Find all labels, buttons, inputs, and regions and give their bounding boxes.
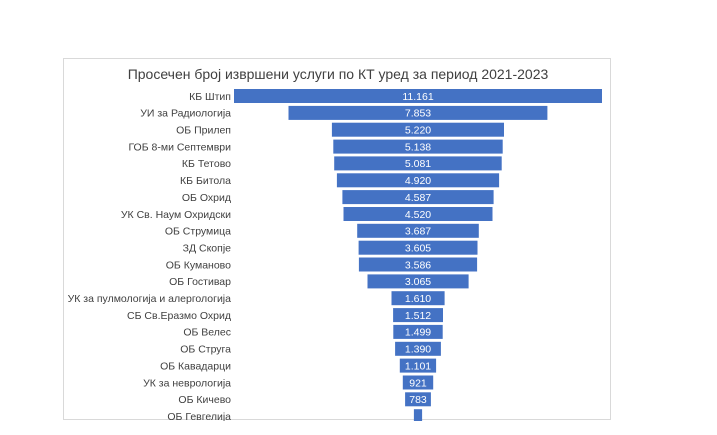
value-label-11: 3.065 — [405, 276, 431, 288]
category-label-6: ОБ Охрид — [182, 192, 231, 204]
category-label-11: ОБ Гостивар — [169, 276, 231, 288]
chart-title: Просечен број извршени услуги по КТ уред… — [128, 66, 549, 82]
bar-17 — [402, 375, 434, 390]
chart-svg: Просечен број извршени услуги по КТ уред… — [68, 66, 602, 421]
category-label-19: ОБ Гевгелија — [167, 411, 231, 421]
value-label-1: 7.853 — [405, 108, 431, 120]
bars-group: КБ Штип 11.161 УИ за Радиологија 7.853 ОБ Пр… — [68, 89, 602, 421]
bar-8 — [357, 223, 479, 238]
chart-area: Просечен број извршени услуги по КТ уред… — [63, 58, 611, 421]
category-label-7: УК Св. Наум Охридски — [121, 209, 231, 221]
value-label-17: 921 — [409, 377, 427, 389]
value-label-15: 1.390 — [405, 344, 431, 356]
category-label-5: КБ Битола — [180, 175, 231, 187]
category-label-9: ЗД Скопје — [183, 243, 232, 255]
bar-4 — [334, 156, 502, 171]
category-label-2: ОБ Прилеп — [176, 125, 231, 137]
value-label-10: 3.586 — [405, 259, 431, 271]
bar-14 — [393, 324, 443, 339]
value-label-0: 11.161 — [402, 91, 433, 103]
bar-10 — [358, 257, 478, 272]
bar-18 — [405, 392, 431, 407]
value-label-18: 783 — [409, 394, 427, 406]
bar-2 — [331, 122, 504, 137]
category-label-12: УК за пулмологија и алергологија — [68, 293, 232, 305]
bar-7 — [343, 207, 493, 221]
category-label-0: КБ Штип — [189, 91, 231, 103]
value-label-12: 1.610 — [405, 293, 431, 305]
value-label-14: 1.499 — [405, 327, 431, 339]
value-label-5: 4.920 — [405, 175, 431, 187]
value-label-13: 1.512 — [405, 310, 431, 322]
bar-9 — [358, 240, 478, 255]
category-label-1: УИ за Радиологија — [140, 108, 231, 120]
category-label-10: ОБ Куманово — [166, 259, 231, 271]
category-label-13: СБ Св.Еразмо Охрид — [127, 310, 231, 322]
value-label-6: 4.587 — [405, 192, 431, 204]
category-label-3: ГОБ 8-ми Септември — [128, 141, 231, 153]
value-label-9: 3.605 — [405, 243, 431, 255]
bar-12 — [391, 291, 445, 306]
bar-19 — [413, 409, 423, 421]
bar-0 — [234, 89, 602, 103]
category-label-18: ОБ Кичево — [178, 394, 231, 406]
value-label-3: 5.138 — [405, 141, 431, 153]
value-label-4: 5.081 — [405, 158, 431, 170]
bar-6 — [342, 190, 494, 205]
bar-16 — [399, 358, 437, 373]
value-label-2: 5.220 — [405, 125, 431, 137]
category-label-17: УК за неврологија — [143, 377, 231, 389]
category-label-8: ОБ Струмица — [165, 226, 231, 238]
category-label-15: ОБ Струга — [180, 344, 231, 356]
category-label-16: ОБ Кавадарци — [160, 360, 231, 372]
bar-5 — [336, 173, 500, 188]
bar-3 — [333, 139, 503, 154]
bar-15 — [395, 341, 441, 356]
value-label-8: 3.687 — [405, 226, 431, 238]
category-label-14: ОБ Велес — [183, 327, 231, 339]
bar-11 — [367, 274, 469, 289]
value-label-16: 1.101 — [405, 360, 431, 372]
value-label-7: 4.520 — [405, 209, 431, 221]
bar-1 — [288, 105, 548, 120]
category-label-4: КБ Тетово — [182, 158, 231, 170]
bar-13 — [393, 308, 443, 323]
